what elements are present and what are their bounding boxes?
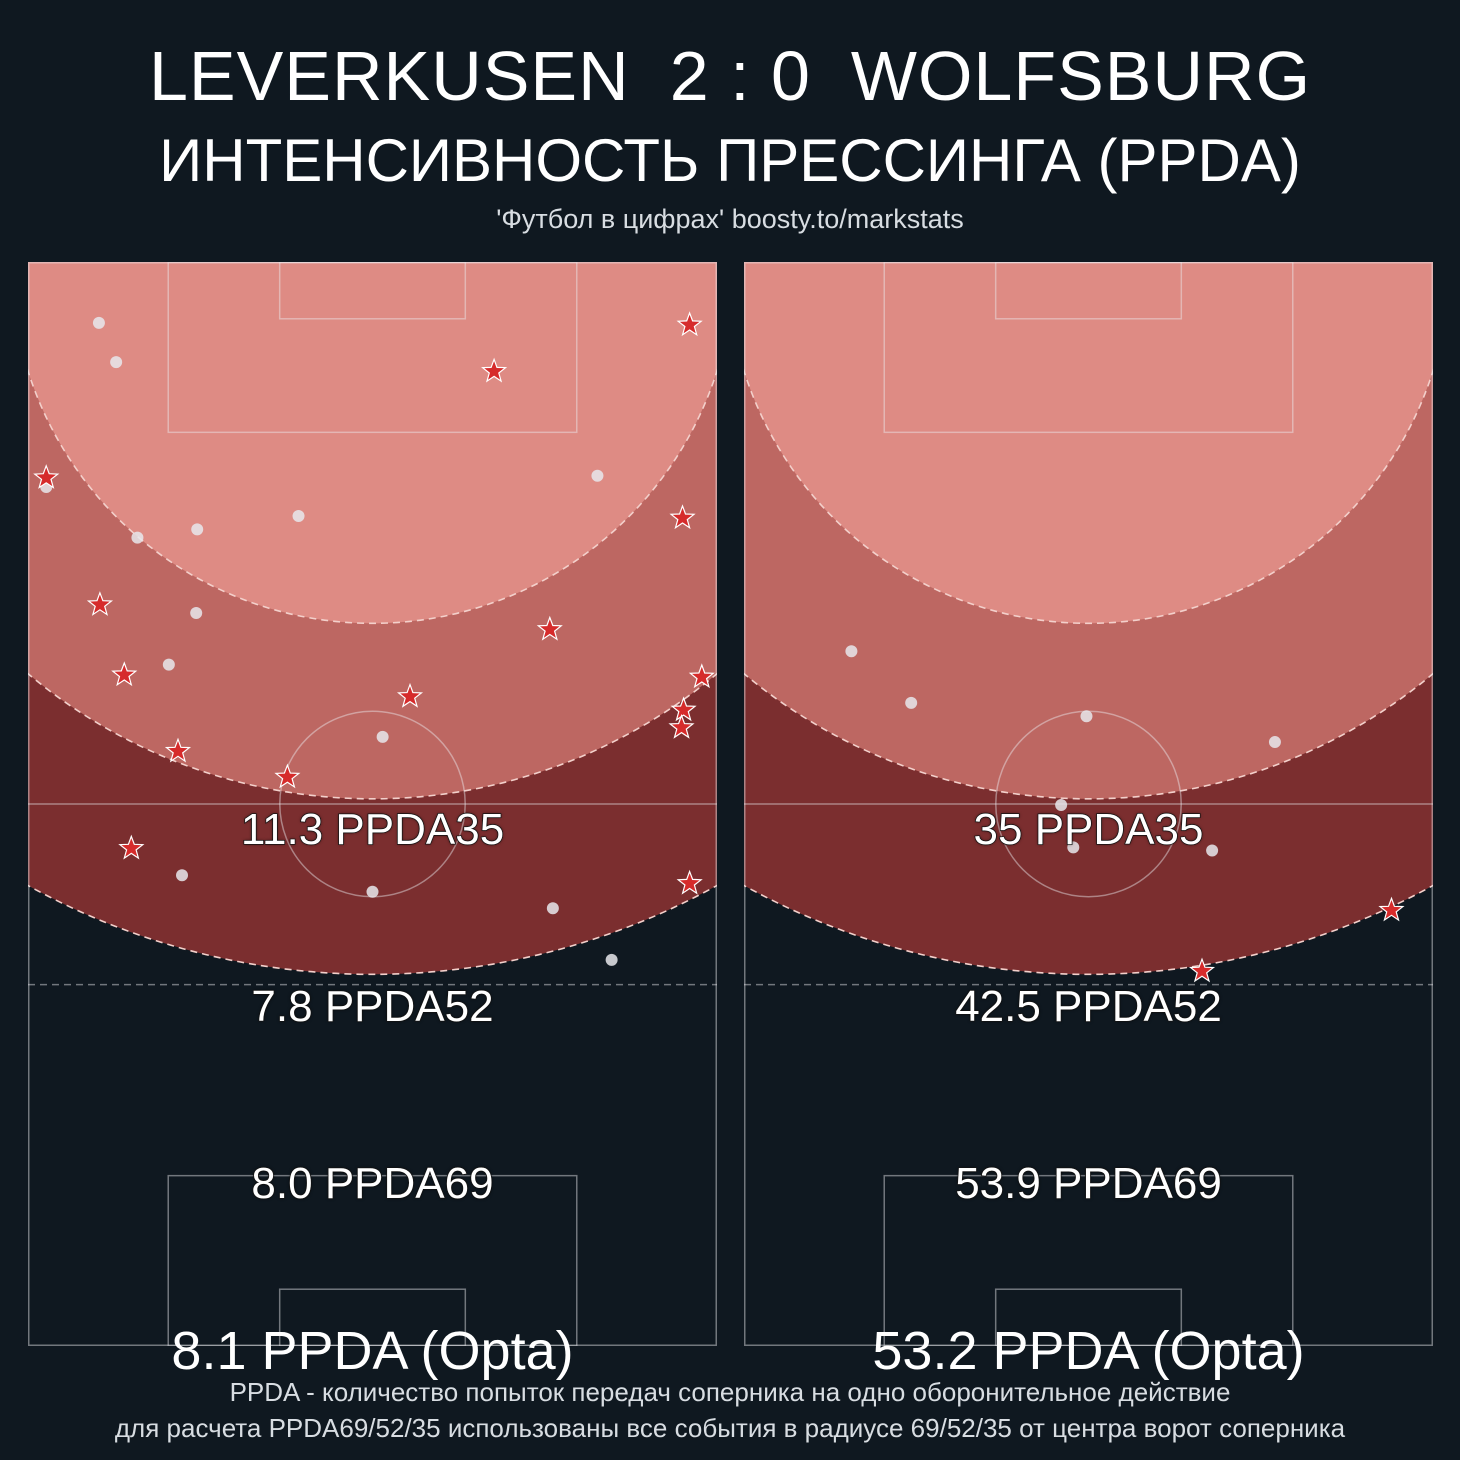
ball-recovery-star (669, 504, 696, 530)
ball-recovery-star (1378, 896, 1405, 922)
defensive-action-dot (905, 696, 918, 709)
ball-recovery-star (688, 663, 715, 689)
ball-recovery-star (481, 357, 508, 383)
top-penalty-box (883, 262, 1294, 434)
defensive-action-dot (1067, 841, 1080, 854)
source-credit: 'Футбол в цифрах' boosty.to/markstats (496, 204, 964, 234)
zone-35-boundary (28, 367, 717, 625)
zone-69-boundary (744, 884, 1433, 975)
ball-recovery-star (86, 591, 114, 616)
pitch-border (744, 262, 1433, 1346)
bottom-penalty-box (167, 1174, 578, 1346)
ball-recovery-star (536, 615, 563, 641)
pitch-svg (28, 262, 717, 1346)
defensive-action-dot (190, 607, 203, 620)
ball-recovery-star (676, 869, 703, 895)
ppda69-label: 8.0 PPDA69 (251, 1158, 495, 1209)
defensive-action-dot (292, 509, 305, 522)
defensive-action-dot (162, 658, 175, 671)
defensive-action-dot (131, 531, 144, 544)
ball-recovery-star (33, 464, 60, 489)
pitch-leverkusen: 11.3 PPDA35 7.8 PPDA52 8.0 PPDA69 8.1 PP… (28, 262, 717, 1381)
defensive-action-dot (845, 645, 858, 658)
pitch-svg (744, 262, 1433, 1346)
zone-69-boundary (28, 884, 717, 975)
home-team-name: LEVERKUSEN (148, 37, 630, 115)
ppda52-label: 7.8 PPDA52 (251, 981, 495, 1032)
ball-recovery-star (274, 763, 301, 789)
defensive-action-dot (376, 730, 389, 743)
top-penalty-box (167, 262, 578, 434)
chart-subtitle: ИНТЕНСИВНОСТЬ ПРЕССИНГА (PPDA) (159, 127, 1301, 194)
ball-recovery-star (668, 713, 695, 739)
defensive-action-dot (1080, 710, 1093, 723)
ball-recovery-star (676, 311, 703, 337)
defensive-action-dot (591, 469, 604, 482)
top-goal-box (278, 262, 467, 320)
defensive-action-dot (1268, 736, 1281, 749)
ball-recovery-star (1188, 957, 1216, 983)
ball-recovery-star (118, 834, 145, 860)
ppda-opta-label: 8.1 PPDA (Opta) (171, 1321, 574, 1381)
defensive-action-dot (92, 316, 105, 329)
ball-recovery-star (396, 682, 424, 708)
match-title: LEVERKUSEN 2 : 0 WOLFSBURG (0, 36, 1460, 116)
pitch-border (28, 262, 717, 1346)
defensive-action-dot (176, 869, 189, 882)
away-team-name: WOLFSBURG (850, 37, 1312, 115)
zone-52-boundary (744, 672, 1433, 800)
zone-35 (744, 262, 1433, 624)
defensive-action-dot (605, 953, 618, 966)
ppda69-label: 53.9 PPDA69 (954, 1158, 1222, 1209)
top-goal-box (994, 262, 1183, 320)
ppda35-label: 11.3 PPDA35 (240, 804, 505, 855)
zone-52-boundary (28, 672, 717, 800)
zone-35-boundary (744, 367, 1433, 625)
ppda-opta-label: 53.2 PPDA (Opta) (872, 1321, 1305, 1381)
footnote-definition: PPDA - количество попыток передач соперн… (229, 1377, 1231, 1407)
match-score: 2 : 0 (669, 37, 811, 115)
footnote-method: для расчета PPDA69/52/35 использованы вс… (114, 1413, 1346, 1443)
ppda52-label: 42.5 PPDA52 (954, 981, 1222, 1032)
defensive-action-dot (366, 885, 379, 898)
defensive-action-dot (110, 356, 123, 369)
defensive-action-dot (546, 902, 559, 915)
defensive-action-dot (191, 523, 204, 536)
ball-recovery-star (111, 661, 138, 687)
ball-recovery-star (164, 737, 192, 763)
pitch-wolfsburg: 35 PPDA35 42.5 PPDA52 53.9 PPDA69 53.2 P… (744, 262, 1433, 1381)
defensive-action-dot (1055, 799, 1068, 812)
ball-recovery-star (670, 696, 697, 722)
bottom-penalty-box (883, 1174, 1294, 1346)
defensive-action-dot (1206, 844, 1219, 857)
ppda35-label: 35 PPDA35 (973, 804, 1204, 855)
